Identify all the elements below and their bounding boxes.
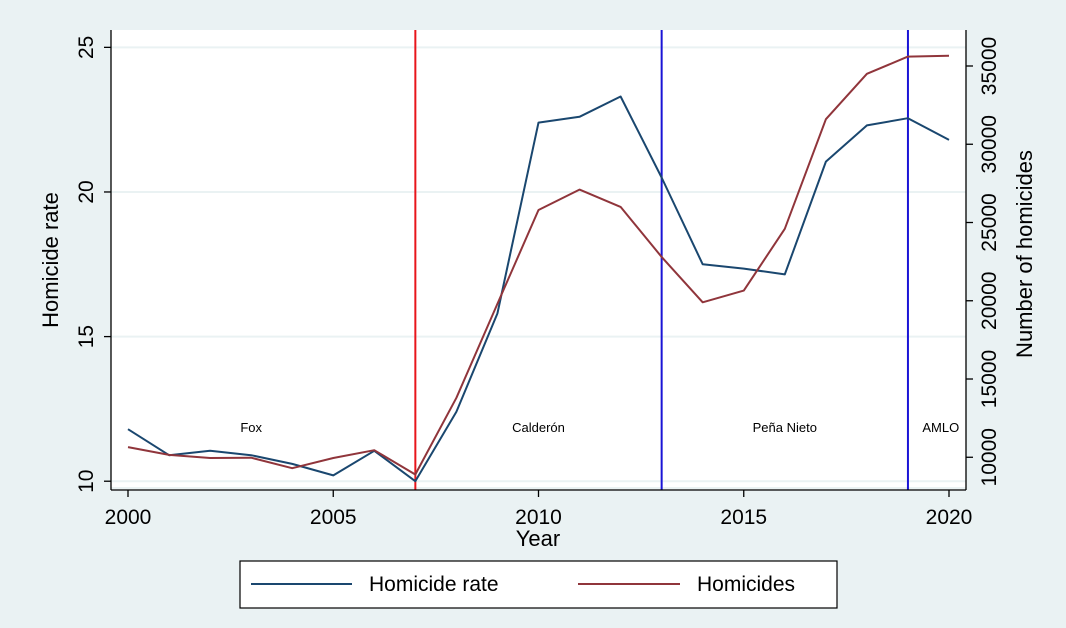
y-left-tick-label: 15 [75,325,98,348]
tick-layer: 10 15 20 25 10000 15000 20000 25000 30000 35000 20… [75,36,1001,529]
x-axis-title: Year [516,526,560,551]
y-left-tick-label: 20 [75,180,98,203]
y-left-tick-label: 10 [75,470,98,493]
legend: Homicide rate Homicides [239,560,838,609]
series-line-homicide-rate [127,95,950,483]
annotation-layer: Fox Calderón Peña Nieto AMLO [240,420,959,435]
y-right-tick-label: 25000 [978,193,1001,251]
y-right-tick-label: 10000 [978,428,1001,486]
y-left-tick-label: 25 [75,36,98,59]
administration-label: Calderón [512,420,565,435]
y-axis-left-title: Homicide rate [38,192,63,328]
administration-label: Peña Nieto [753,420,817,435]
x-tick-label: 2010 [515,506,562,529]
grid-layer [111,46,966,483]
plot-area [111,30,966,487]
administration-label: Fox [240,420,262,435]
y-right-tick-label: 30000 [978,115,1001,173]
y-right-tick-label: 35000 [978,37,1001,95]
legend-label-homicide-rate: Homicide rate [369,573,499,596]
vline-layer [414,30,909,490]
y-axis-right-title: Number of homicides [1012,150,1037,358]
legend-label-homicides: Homicides [697,573,795,596]
y-right-tick-label: 15000 [978,350,1001,408]
x-tick-label: 2000 [105,506,152,529]
x-tick-label: 2015 [720,506,767,529]
administration-label: AMLO [922,420,959,435]
y-right-tick-label: 20000 [978,272,1001,330]
series-line-homicides [127,54,950,476]
x-tick-label: 2005 [310,506,357,529]
legend-box [239,560,838,609]
x-tick-label: 2020 [926,506,973,529]
series-layer [127,54,950,483]
